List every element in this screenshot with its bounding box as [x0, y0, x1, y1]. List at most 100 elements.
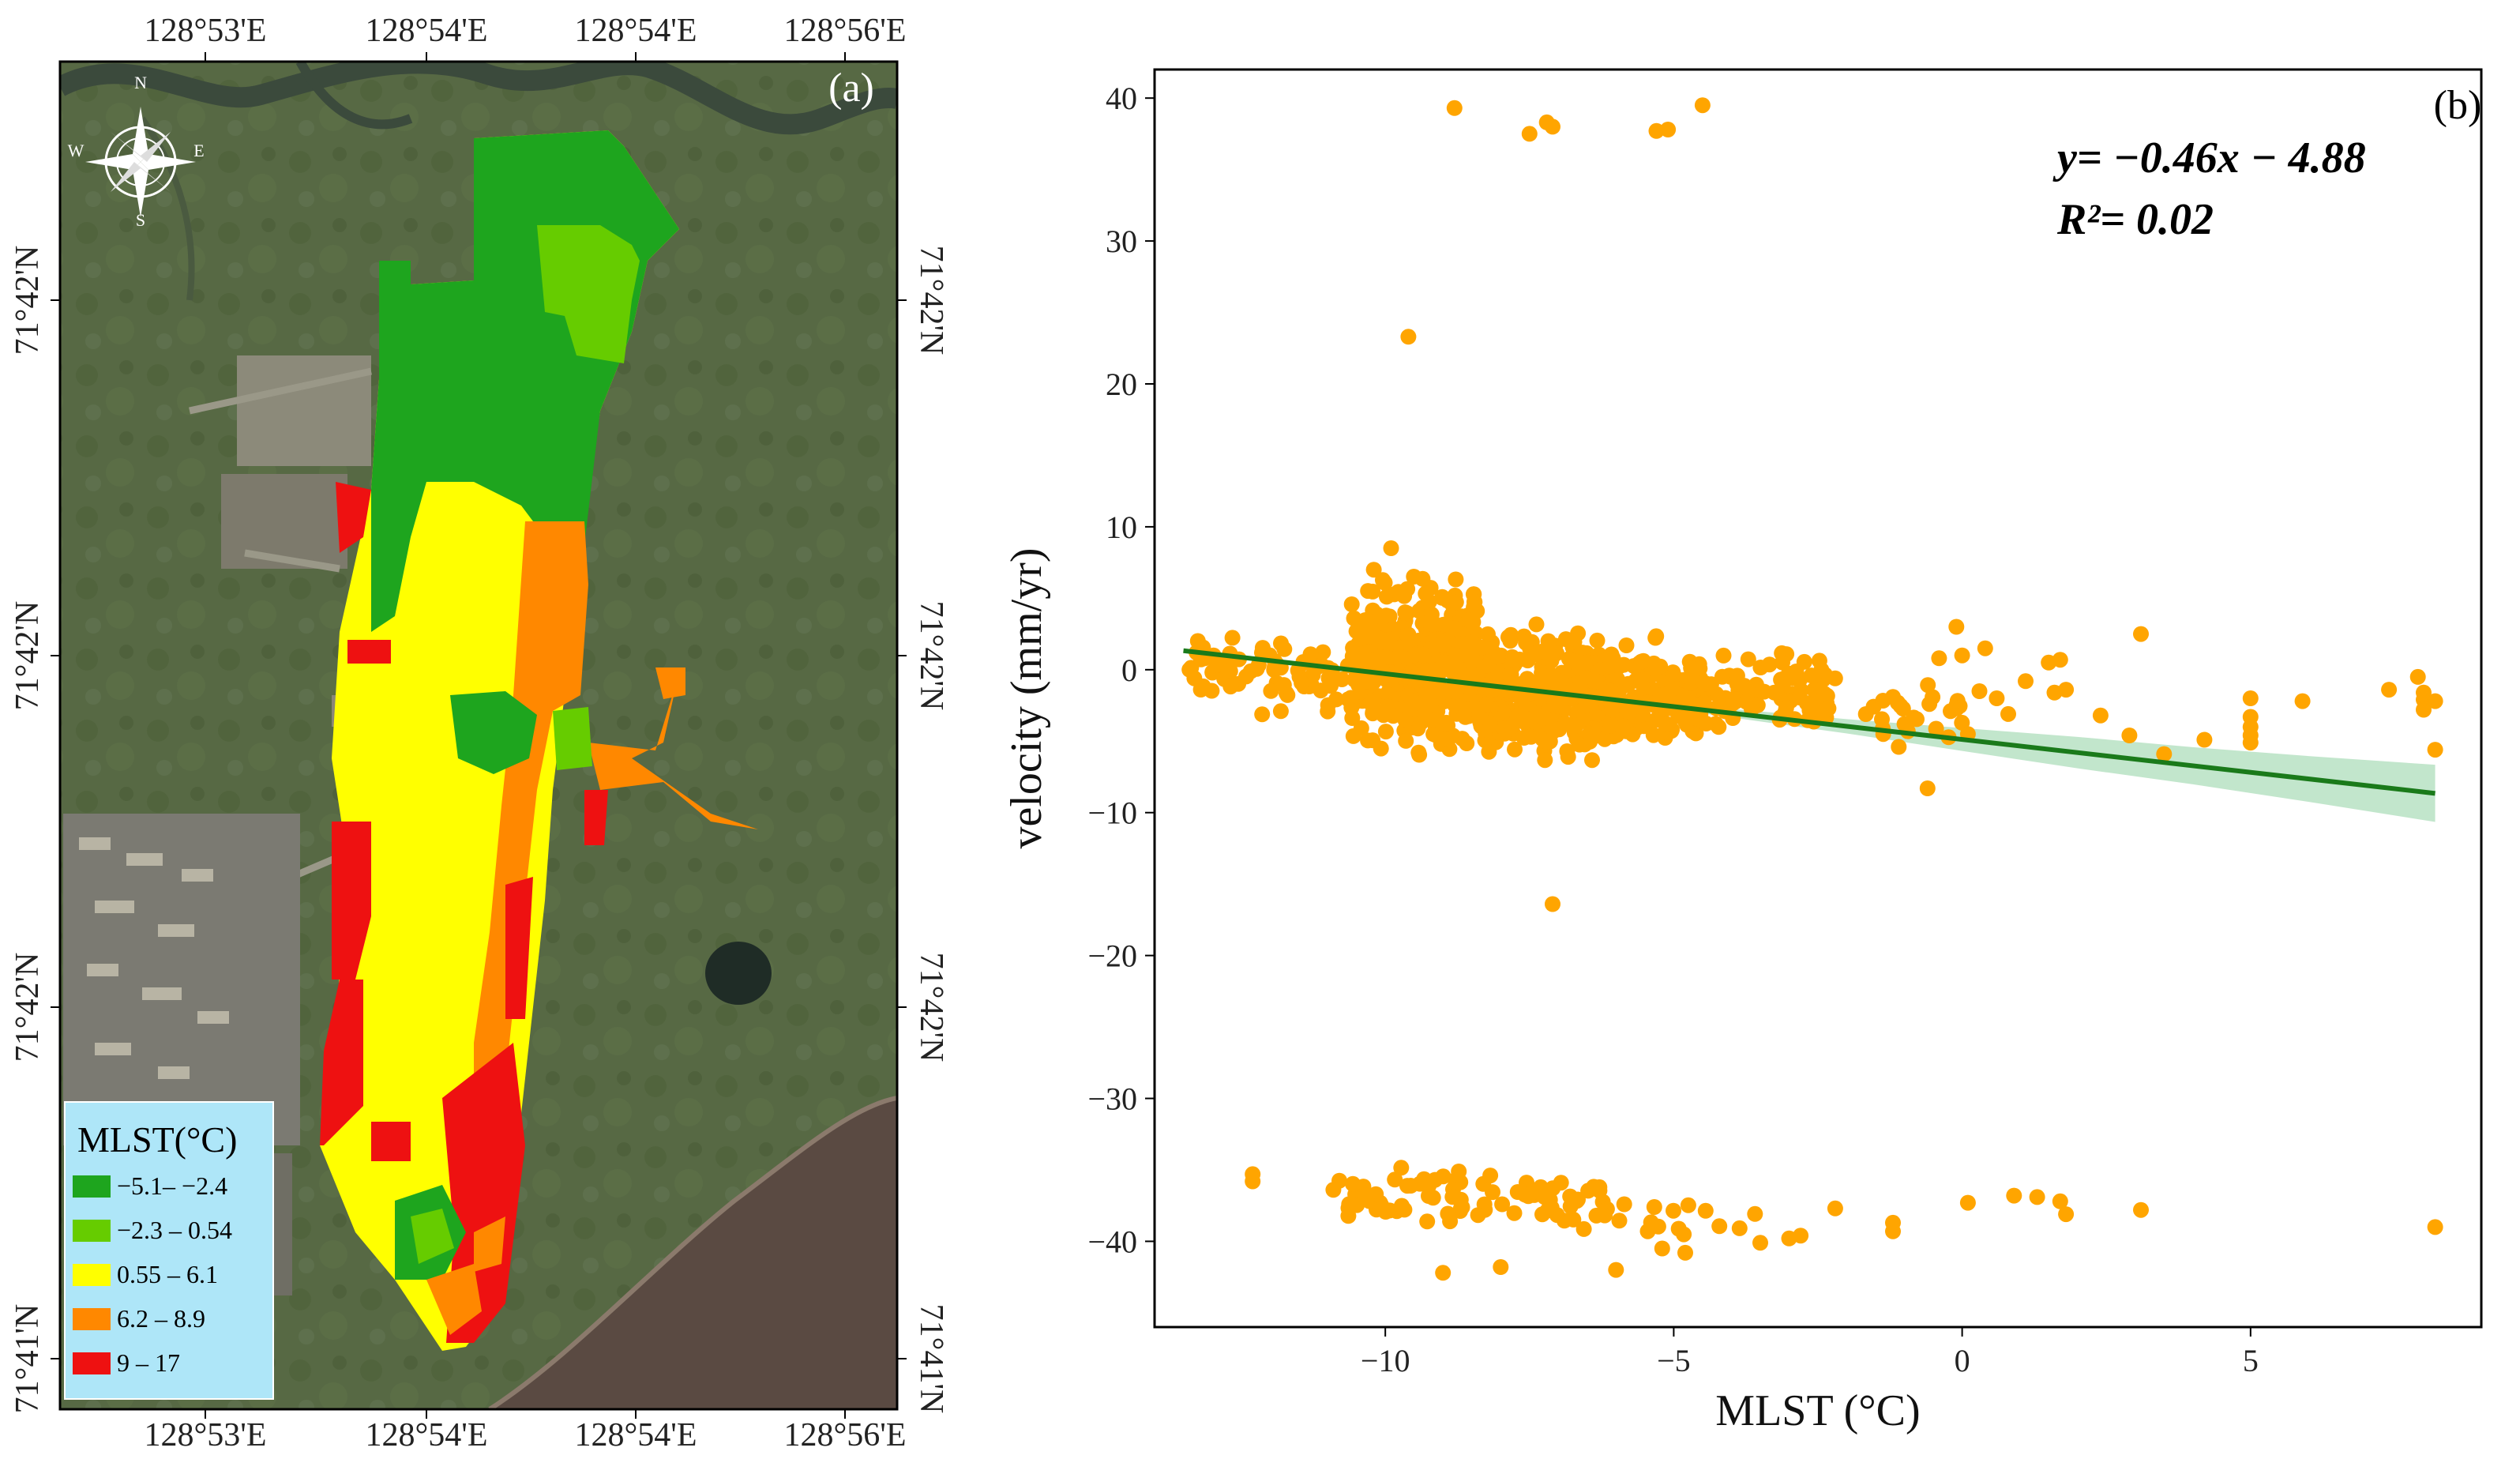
data-point-1139	[1444, 1189, 1461, 1205]
y-axis-ticks: 40 30 20 10 0 −10 −20 −30 −40	[1087, 81, 1155, 1259]
scatter-panel: 40 30 20 10 0 −10 −20 −30 −40 −10 −5 0 5 y= −0.46x …	[1002, 68, 2483, 1435]
compass-n: N	[134, 73, 147, 92]
data-point-1048	[1696, 675, 1712, 691]
data-point-1204	[2029, 1189, 2045, 1205]
compass-rose-icon: N S E W	[68, 73, 205, 230]
data-point-30	[1224, 630, 1241, 646]
mlst-region-19	[336, 482, 371, 553]
data-point-1060	[1920, 677, 1936, 694]
data-point-1051	[1801, 702, 1818, 719]
data-point-782	[1578, 654, 1594, 671]
data-point-423	[1461, 611, 1478, 628]
data-point-1111	[1419, 1213, 1436, 1230]
data-point-1053	[1820, 700, 1837, 716]
legend-title: MLST(°C)	[77, 1119, 237, 1160]
data-point-1033	[1726, 691, 1741, 708]
data-point-456	[1377, 649, 1394, 665]
data-point-1184	[1400, 329, 1417, 345]
data-point-1175	[1697, 1202, 1714, 1219]
mlst-region-18	[426, 1264, 482, 1335]
data-point-812	[1589, 673, 1605, 690]
x-tick-label-2: −5	[1657, 1343, 1691, 1378]
data-point-422	[1435, 616, 1452, 633]
data-point-1099	[1387, 1171, 1403, 1188]
data-point-1164	[1611, 1213, 1628, 1229]
data-point-1046	[1778, 700, 1794, 716]
data-point-783	[1538, 733, 1555, 750]
data-point-1160	[1421, 1178, 1437, 1194]
map-top-tick-2: 128°54'E	[365, 13, 487, 49]
data-point-1201	[1885, 1223, 1901, 1239]
confidence-band	[1673, 703, 2435, 822]
data-point-450	[1418, 585, 1434, 602]
data-point-1208	[2427, 1219, 2443, 1235]
mlst-region-7	[450, 691, 537, 774]
data-point-1189	[1245, 1173, 1261, 1190]
data-point-1185	[1383, 540, 1399, 556]
data-point-29	[1204, 682, 1220, 699]
data-point-479	[1399, 581, 1416, 597]
y-axis-label: velocity (mm/yr)	[1002, 547, 1051, 848]
data-point-1232	[2242, 690, 2259, 706]
map-panel: 128°53'E 128°54'E 128°54'E 128°56'E 128°…	[9, 13, 949, 1453]
data-point-381	[1454, 731, 1470, 747]
data-point-1140	[1562, 1198, 1579, 1215]
data-point-702	[1542, 711, 1558, 727]
data-point-1222	[2018, 673, 2034, 690]
scatter-panel-label: (b)	[2434, 83, 2482, 128]
data-point-469	[1408, 694, 1424, 711]
x-tick-label-4: 5	[2243, 1343, 2259, 1378]
legend-label-5: 9 – 17	[117, 1348, 180, 1377]
data-point-1214	[1943, 703, 1959, 720]
data-point-1038	[1784, 667, 1801, 684]
y-tick-label-1: 40	[1106, 81, 1137, 116]
data-point-1165	[1731, 1220, 1748, 1236]
x-axis-label: MLST (°C)	[1715, 1386, 1920, 1435]
data-point-1154	[1396, 1201, 1413, 1218]
data-point-1227	[2092, 707, 2109, 724]
data-point-394	[1365, 732, 1381, 749]
map-right-tick-2: 71°42'N	[913, 601, 949, 711]
data-point-311	[1365, 705, 1381, 722]
data-point-1186	[1365, 562, 1382, 578]
data-point-1151	[1368, 1186, 1384, 1202]
data-point-1219	[1977, 640, 1993, 656]
data-point-725	[1589, 632, 1606, 649]
data-point-958	[1604, 702, 1621, 719]
data-point-1199	[1827, 1200, 1843, 1216]
data-point-970	[1627, 701, 1643, 718]
data-point-805	[1518, 634, 1534, 651]
data-point-1075	[1909, 711, 1925, 728]
map-bottom-tick-2: 128°54'E	[365, 1417, 487, 1453]
data-point-611	[1570, 625, 1587, 641]
data-point-807	[1522, 711, 1538, 728]
data-point-950	[1633, 653, 1650, 670]
map-right-tick-1: 71°42'N	[913, 246, 949, 355]
data-point-818	[1552, 698, 1568, 715]
data-point-1209	[1885, 689, 1901, 705]
map-top-tick-3: 128°54'E	[574, 13, 697, 49]
compass-e: E	[193, 141, 204, 160]
data-point-1037	[1766, 684, 1782, 701]
data-point-967	[1602, 717, 1619, 734]
data-point-1191	[1435, 1265, 1452, 1281]
data-point-1144	[1393, 1160, 1410, 1176]
data-point-787	[1489, 649, 1506, 665]
map-right-tick-3: 71°42'N	[913, 953, 949, 1062]
data-point-78	[1272, 703, 1289, 720]
data-point-1042	[1793, 682, 1809, 698]
data-point-1161	[1377, 1204, 1394, 1220]
data-point-804	[1553, 673, 1569, 690]
data-point-482	[1458, 701, 1474, 717]
map-left-tick-1: 71°42'N	[9, 246, 46, 355]
data-point-772	[1572, 736, 1588, 753]
data-point-678	[1473, 639, 1489, 656]
data-point-1242	[2416, 701, 2432, 718]
data-point-1206	[2058, 1206, 2075, 1223]
mlst-region-6	[655, 667, 685, 699]
map-frame-ticks	[51, 52, 907, 1419]
data-point-64	[1276, 641, 1293, 657]
data-point-1244	[2427, 742, 2443, 758]
mlst-region-3	[537, 225, 640, 363]
data-point-66	[1320, 703, 1336, 720]
